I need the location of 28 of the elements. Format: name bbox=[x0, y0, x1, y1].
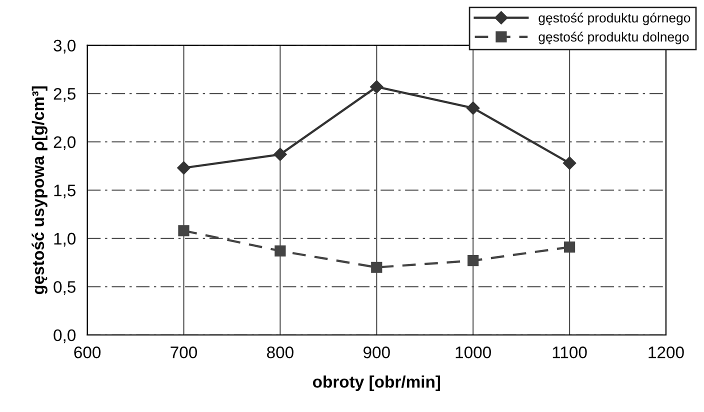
x-tick-label: 900 bbox=[364, 346, 390, 358]
x-tick-label: 800 bbox=[267, 346, 294, 358]
point bbox=[370, 80, 384, 94]
point bbox=[274, 148, 287, 162]
x-tick-label: 1200 bbox=[648, 346, 684, 358]
point bbox=[274, 245, 286, 257]
y-axis-title: gęstość usypowa ρ[g/cm³] bbox=[32, 86, 48, 294]
y-tick-label: 1,5 bbox=[54, 184, 76, 198]
point bbox=[466, 101, 480, 115]
point bbox=[468, 255, 479, 266]
y-tick-label: 2,0 bbox=[54, 136, 76, 150]
legend-label: gęstość produktu górnego bbox=[538, 12, 690, 26]
point bbox=[371, 262, 382, 273]
point bbox=[562, 156, 576, 170]
point bbox=[177, 161, 190, 175]
point bbox=[564, 242, 576, 253]
x-tick-label: 700 bbox=[170, 346, 197, 358]
y-tick-label: 1,0 bbox=[54, 232, 76, 247]
x-tick-label: 1000 bbox=[456, 346, 491, 358]
legend-label: gęstość produktu dolnego bbox=[538, 32, 689, 44]
x-tick-label: 600 bbox=[74, 346, 101, 358]
point bbox=[178, 225, 190, 236]
y-tick-label: 3,0 bbox=[54, 40, 76, 54]
y-tick-label: 0,0 bbox=[54, 329, 76, 344]
y-tick-label: 2,5 bbox=[54, 88, 76, 102]
y-tick-label: 0,5 bbox=[54, 281, 76, 295]
x-axis-title: obroty [obr/min] bbox=[312, 375, 440, 392]
x-tick-label: 1100 bbox=[552, 346, 587, 358]
